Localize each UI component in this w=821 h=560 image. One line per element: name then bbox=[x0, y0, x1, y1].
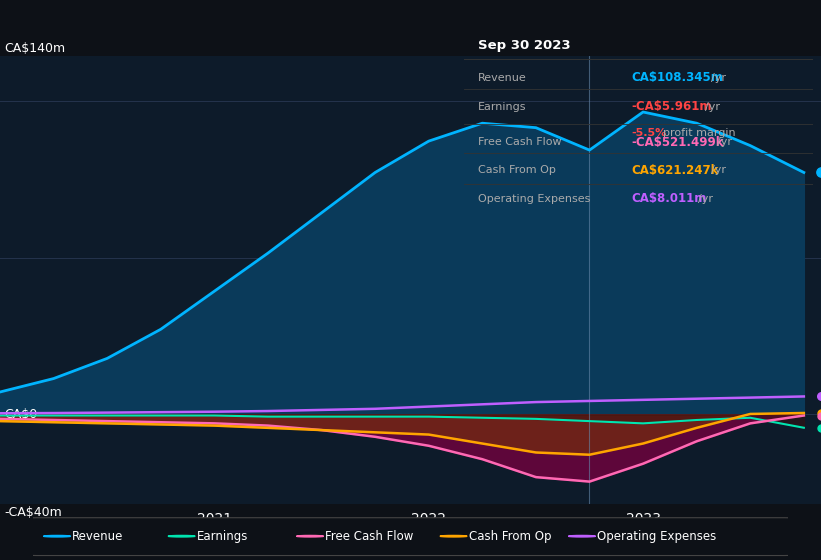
Text: /yr: /yr bbox=[704, 102, 720, 112]
Text: Operating Expenses: Operating Expenses bbox=[478, 194, 590, 204]
Circle shape bbox=[168, 535, 195, 537]
Text: profit margin: profit margin bbox=[663, 128, 736, 138]
Text: /yr: /yr bbox=[699, 194, 713, 204]
Text: CA$8.011m: CA$8.011m bbox=[631, 192, 707, 205]
Circle shape bbox=[568, 535, 595, 537]
Text: Earnings: Earnings bbox=[478, 102, 526, 112]
Text: -CA$5.961m: -CA$5.961m bbox=[631, 100, 712, 113]
Text: Cash From Op: Cash From Op bbox=[469, 530, 551, 543]
Text: Free Cash Flow: Free Cash Flow bbox=[478, 137, 562, 147]
Point bbox=[814, 168, 821, 177]
Text: Earnings: Earnings bbox=[197, 530, 248, 543]
Point bbox=[814, 409, 821, 418]
Text: -CA$521.499k: -CA$521.499k bbox=[631, 136, 724, 148]
Text: /yr: /yr bbox=[718, 137, 732, 147]
Point bbox=[814, 423, 821, 432]
Text: CA$108.345m: CA$108.345m bbox=[631, 71, 723, 84]
Point bbox=[814, 411, 821, 420]
Text: Operating Expenses: Operating Expenses bbox=[597, 530, 716, 543]
Text: Sep 30 2023: Sep 30 2023 bbox=[478, 39, 571, 52]
Text: -CA$40m: -CA$40m bbox=[4, 506, 62, 519]
Text: -5.5%: -5.5% bbox=[631, 128, 667, 138]
Text: Cash From Op: Cash From Op bbox=[478, 165, 556, 175]
Text: /yr: /yr bbox=[711, 165, 726, 175]
Circle shape bbox=[296, 535, 323, 537]
Circle shape bbox=[440, 535, 467, 537]
Text: Free Cash Flow: Free Cash Flow bbox=[325, 530, 414, 543]
Text: Revenue: Revenue bbox=[72, 530, 123, 543]
Point bbox=[814, 392, 821, 401]
Text: CA$140m: CA$140m bbox=[4, 42, 65, 55]
Text: Revenue: Revenue bbox=[478, 73, 526, 83]
FancyBboxPatch shape bbox=[29, 517, 792, 556]
Circle shape bbox=[44, 535, 71, 537]
Text: CA$621.247k: CA$621.247k bbox=[631, 164, 718, 177]
Text: CA$0: CA$0 bbox=[4, 408, 37, 421]
Text: /yr: /yr bbox=[711, 73, 726, 83]
